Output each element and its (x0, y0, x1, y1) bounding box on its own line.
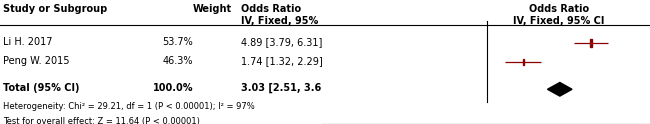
Text: Peng W. 2015: Peng W. 2015 (3, 56, 70, 66)
Text: IV, Fixed, 95% CI: IV, Fixed, 95% CI (241, 16, 333, 26)
Bar (590, 40, 592, 47)
Text: 53.7%: 53.7% (162, 37, 193, 47)
Text: Odds Ratio: Odds Ratio (529, 4, 590, 14)
Text: Study or Subgroup: Study or Subgroup (3, 4, 107, 14)
Text: IV, Fixed, 95% CI: IV, Fixed, 95% CI (514, 16, 605, 26)
Bar (523, 59, 525, 65)
Text: Weight: Weight (193, 4, 232, 14)
Text: Li H. 2017: Li H. 2017 (3, 37, 53, 47)
Text: Heterogeneity: Chi² = 29.21, df = 1 (P < 0.00001); I² = 97%: Heterogeneity: Chi² = 29.21, df = 1 (P <… (3, 102, 255, 111)
Text: Total (95% CI): Total (95% CI) (3, 83, 80, 93)
Text: 1.74 [1.32, 2.29]: 1.74 [1.32, 2.29] (241, 56, 323, 66)
Text: Odds Ratio: Odds Ratio (241, 4, 302, 14)
Text: 4.89 [3.79, 6.31]: 4.89 [3.79, 6.31] (241, 37, 322, 47)
Text: 46.3%: 46.3% (162, 56, 193, 66)
Text: 3.03 [2.51, 3.65]: 3.03 [2.51, 3.65] (241, 83, 333, 93)
Text: Test for overall effect: Z = 11.64 (P < 0.00001): Test for overall effect: Z = 11.64 (P < … (3, 117, 200, 124)
Polygon shape (547, 82, 572, 96)
Text: 100.0%: 100.0% (153, 83, 193, 93)
